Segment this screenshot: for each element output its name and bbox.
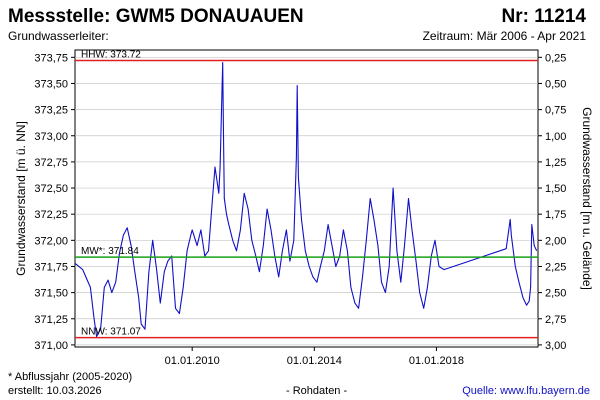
nnw-label: NNW: 371.07: [81, 327, 141, 338]
y-right-tick-label: 3,00: [545, 340, 566, 352]
groundwater-series-line: [74, 61, 538, 338]
plot-frame: [74, 49, 539, 348]
mw-label: MW*: 371.84: [81, 246, 139, 257]
y-right-tick-label: 1,00: [545, 131, 566, 143]
y-right-tick-label: 1,50: [545, 183, 566, 195]
y-right-tick-label: 0,75: [545, 105, 566, 117]
y-right-tick-label: 1,25: [545, 157, 566, 169]
source-link[interactable]: Quelle: www.lfu.bayern.de: [462, 385, 590, 397]
y-tick-label: 372,25: [34, 209, 68, 221]
y-right-tick-label: 2,75: [545, 314, 566, 326]
x-tick-label: 01.01.2010: [165, 355, 220, 367]
y-axis-title: Grundwasserstand [m ü. NN]: [14, 121, 28, 276]
y-right-tick-label: 0,25: [545, 52, 566, 64]
y-right-tick-label: 0,50: [545, 78, 566, 90]
y-tick-label: 371,50: [34, 288, 68, 300]
footnote: * Abflussjahr (2005-2020): [8, 371, 133, 383]
y-tick-label: 372,75: [34, 157, 68, 169]
y-tick-label: 373,50: [34, 78, 68, 90]
y-tick-label: 371,75: [34, 261, 68, 273]
raw-data-label: - Rohdaten -: [286, 385, 348, 397]
y-right-tick-label: 2,50: [545, 288, 566, 300]
hhw-label: HHW: 373.72: [81, 49, 141, 60]
y-right-tick-label: 1,75: [545, 209, 566, 221]
y-right-tick-label: 2,00: [545, 235, 566, 247]
period-label: Zeitraum: Mär 2006 - Apr 2021: [422, 29, 586, 43]
y-tick-label: 373,25: [34, 105, 68, 117]
y-tick-label: 373,00: [34, 131, 68, 143]
y-tick-label: 372,50: [34, 183, 68, 195]
y-right-tick-label: 2,25: [545, 261, 566, 273]
y-tick-label: 371,00: [34, 340, 68, 352]
aquifer-label: Grundwasserleiter:: [8, 29, 109, 43]
station-title: Messstelle: GWM5 DONAUAUEN: [8, 6, 304, 27]
y-tick-label: 371,25: [34, 314, 68, 326]
x-tick-label: 01.01.2014: [287, 355, 342, 367]
x-tick-label: 01.01.2018: [409, 355, 464, 367]
y-tick-label: 373,75: [34, 52, 68, 64]
y-right-axis-title: Grundwasserstand [m u. Gelände]: [580, 107, 594, 290]
y-tick-label: 372,00: [34, 235, 68, 247]
created-date: erstellt: 10.03.2026: [8, 385, 102, 397]
station-number: Nr: 11214: [501, 6, 586, 27]
